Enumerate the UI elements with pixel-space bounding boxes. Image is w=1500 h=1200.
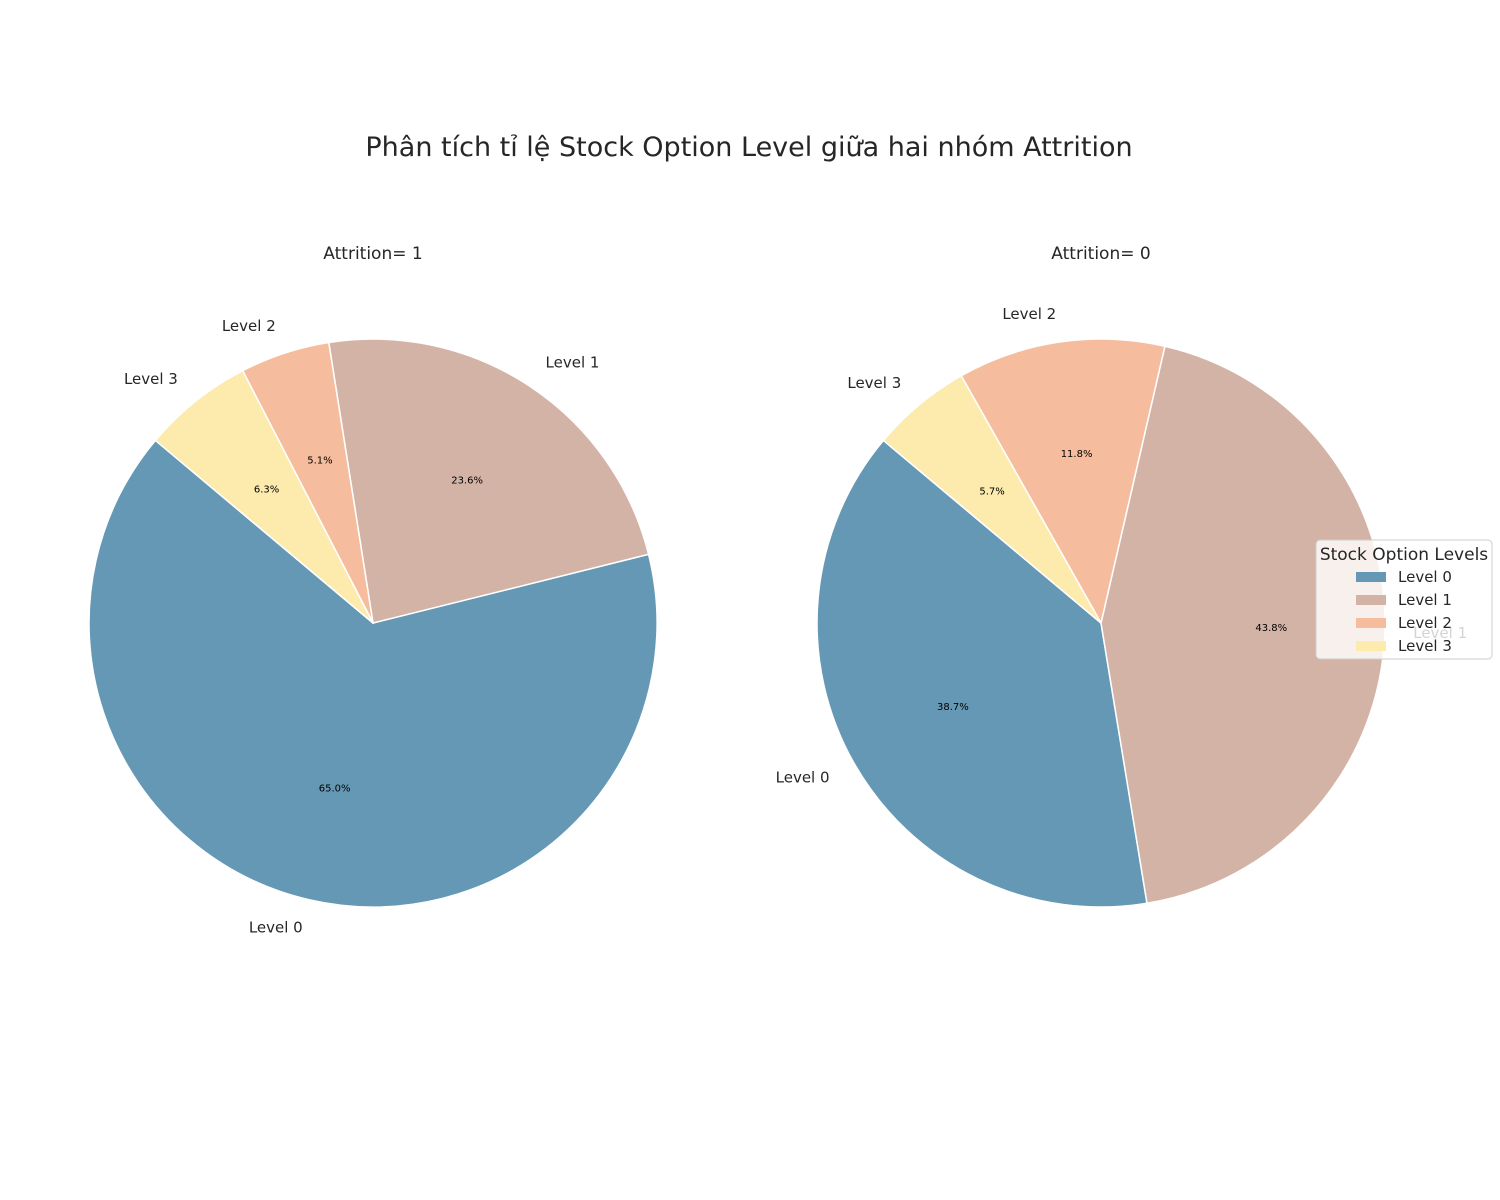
pie-title: Attrition= 1 — [323, 244, 422, 264]
pie-slice-level-0 — [88, 439, 658, 908]
slice-percent-label: 6.3% — [254, 484, 279, 495]
pie-slice-level-3 — [154, 369, 374, 624]
slice-category-label: Level 3 — [124, 370, 178, 388]
legend-title: Stock Option Levels — [1320, 545, 1488, 565]
legend-swatch — [1356, 595, 1386, 605]
chart-title: Phân tích tỉ lệ Stock Option Level giữa … — [365, 132, 1132, 163]
pie-chart-attrition-0: Attrition= 0 Level 0 38.7% Level 1 43.8% Lev… — [776, 244, 1467, 908]
slice-category-label: Level 3 — [847, 374, 901, 392]
legend-swatch — [1356, 618, 1386, 628]
legend-entry-label: Level 1 — [1398, 591, 1452, 609]
pie-slice-level-0 — [816, 439, 1148, 908]
legend: Stock Option Levels Level 0 Level 1 Level … — [1315, 539, 1493, 660]
slice-category-label: Level 2 — [1002, 305, 1056, 323]
pie-slice-level-3 — [882, 374, 1102, 624]
legend-entry-label: Level 3 — [1398, 637, 1452, 655]
pie-slice-level-1 — [327, 338, 650, 624]
pie-title: Attrition= 0 — [1051, 244, 1150, 264]
slice-percent-label: 11.8% — [1061, 449, 1093, 460]
slice-percent-label: 43.8% — [1255, 623, 1287, 634]
slice-percent-label: 65.0% — [319, 784, 351, 795]
legend-swatch — [1356, 641, 1386, 651]
slice-category-label: Level 0 — [776, 769, 830, 787]
slice-percent-label: 38.7% — [937, 702, 969, 713]
slice-category-label: Level 0 — [249, 918, 303, 936]
slice-percent-label: 5.1% — [307, 456, 332, 467]
slice-percent-label: 5.7% — [979, 486, 1004, 497]
slice-category-label: Level 1 — [546, 354, 600, 372]
legend-entry-label: Level 2 — [1398, 614, 1452, 632]
slice-percent-label: 23.6% — [451, 475, 483, 486]
pie-chart-attrition-1: Attrition= 1 Level 0 65.0% Level 1 23.6% Lev… — [88, 244, 658, 936]
legend-frame — [1315, 539, 1493, 660]
slice-category-label: Level 2 — [222, 317, 276, 335]
pie-slice-level-2 — [960, 338, 1166, 626]
legend-entry-label: Level 0 — [1398, 568, 1452, 586]
legend-swatch — [1356, 572, 1386, 582]
